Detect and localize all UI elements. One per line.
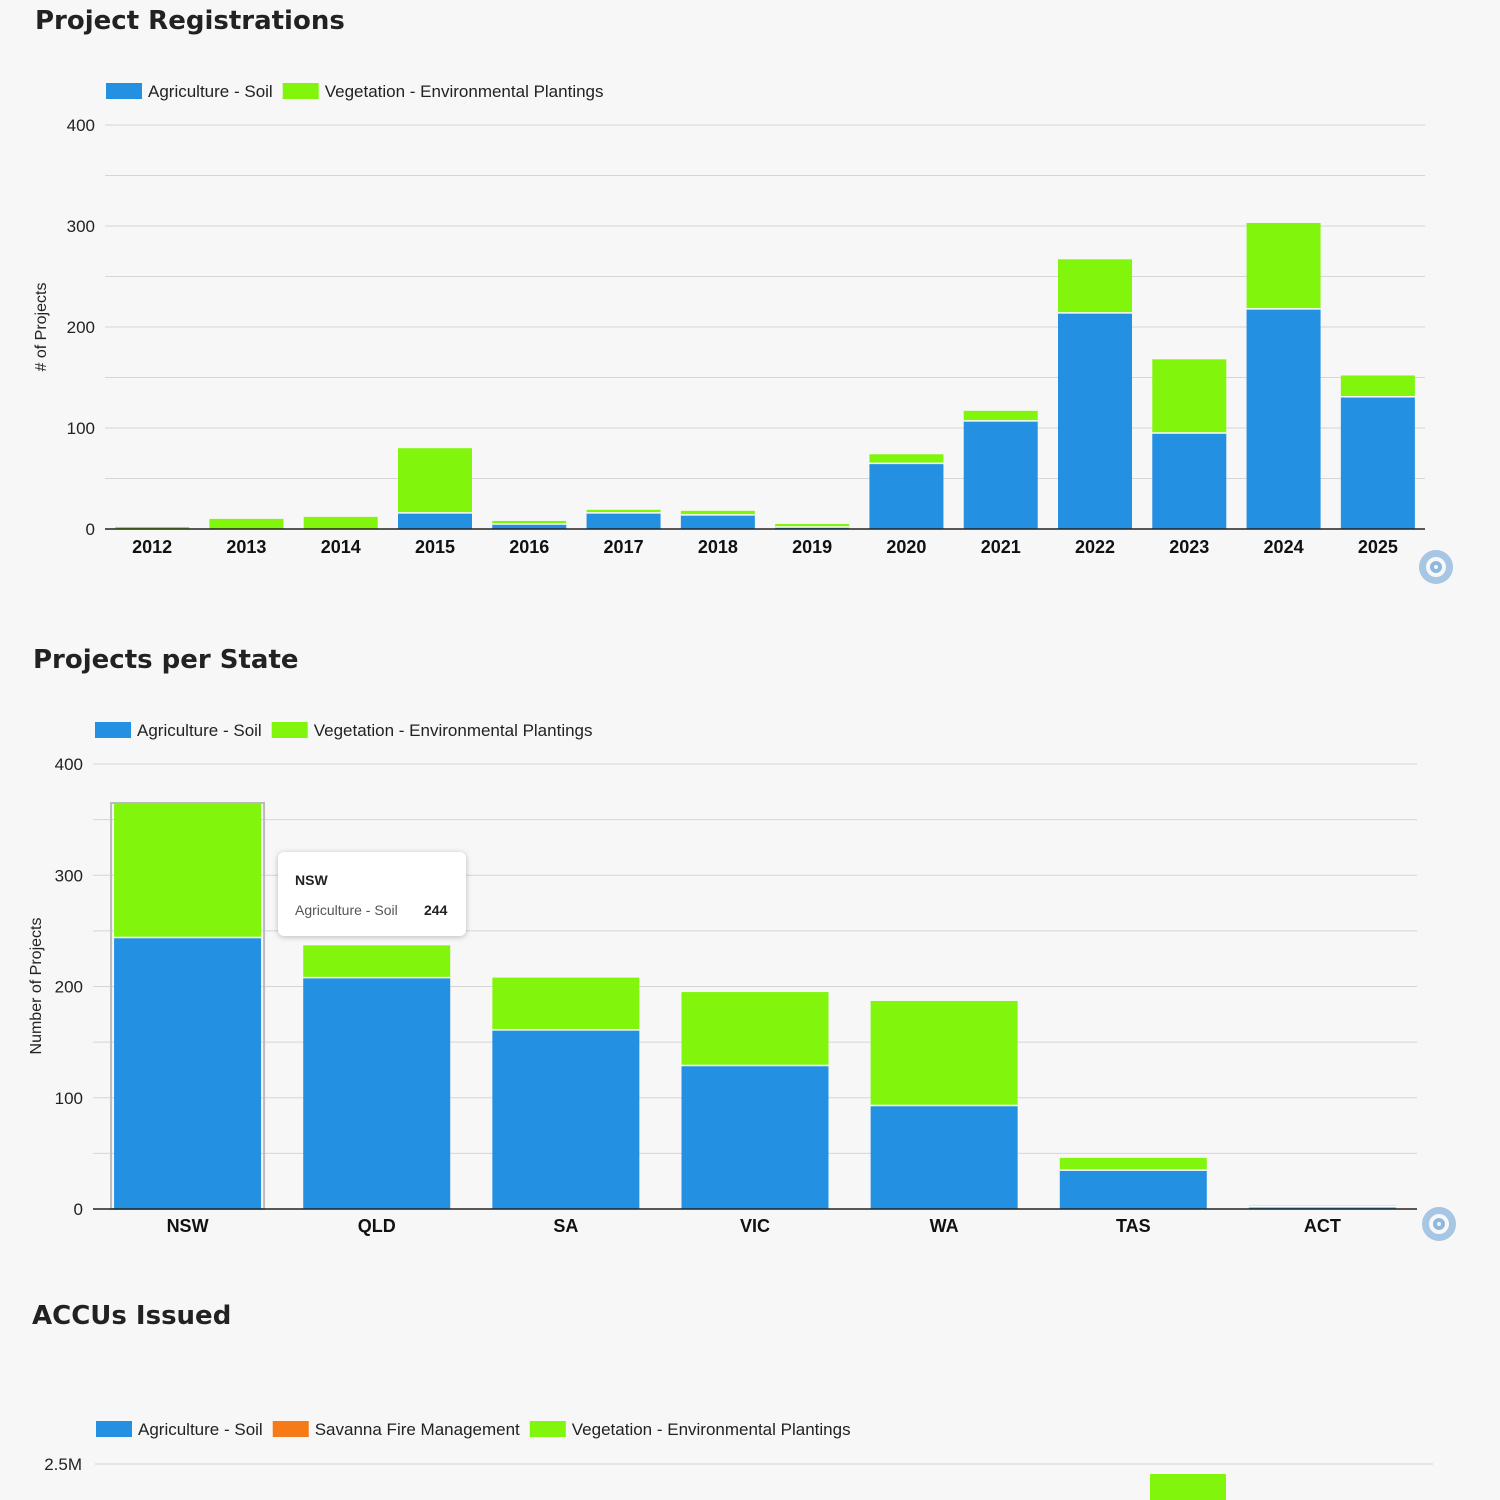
bar-tooltip: NSW Agriculture - Soil 244 [278, 852, 466, 936]
x-tick-label: 2017 [604, 537, 644, 557]
legend-swatch-agriculture-soil [95, 722, 131, 738]
bar-segment-agriculture-soil-2021 [963, 420, 1038, 529]
bar-segment-agriculture-soil-act [1248, 1206, 1396, 1209]
bar-segment-vegetation-environmental-plantings-vic [681, 992, 829, 1066]
y-tick-label: 0 [86, 520, 95, 539]
y-tick-label: 400 [67, 116, 95, 135]
x-tick-label: 2015 [415, 537, 455, 557]
x-tick-label: 2019 [792, 537, 832, 557]
bar-segment-vegetation-environmental-plantings-2012 [115, 526, 190, 529]
x-tick-label: 2024 [1264, 537, 1304, 557]
bar-segment-vegetation-environmental-plantings-2016 [492, 520, 567, 524]
bar-segment-vegetation-environmental-plantings-2014 [303, 516, 378, 529]
bar-segment-vegetation-environmental-plantings-2024 [1246, 222, 1321, 309]
bar-segment-agriculture-soil-2019 [775, 526, 850, 529]
bar-segment-agriculture-soil-2022 [1058, 312, 1132, 529]
bar-segment-agriculture-soil-2025 [1340, 396, 1415, 529]
legend-label-vegetation-environmental-plantings: Vegetation - Environmental Plantings [314, 721, 593, 740]
x-tick-label: 2013 [226, 537, 266, 557]
tooltip-value: 244 [424, 902, 448, 918]
x-tick-label: QLD [358, 1216, 396, 1236]
legend-label-vegetation-environmental-plantings: Vegetation - Environmental Plantings [325, 82, 604, 101]
y-tick-label: 200 [55, 978, 83, 997]
x-tick-label: 2022 [1075, 537, 1115, 557]
bar-segment-vegetation-environmental-plantings-2021 [963, 410, 1038, 421]
project-registrations-chart: Agriculture - Soil Vegetation - Environme… [33, 82, 1425, 557]
x-tick-label: 2018 [698, 537, 738, 557]
x-tick-label: NSW [167, 1216, 209, 1236]
x-tick-label: 2014 [321, 537, 361, 557]
bar-segment-vegetation-environmental-plantings-wa [870, 1000, 1018, 1106]
legend-label-savanna-fire-management: Savanna Fire Management [315, 1420, 520, 1439]
x-tick-label: TAS [1116, 1216, 1151, 1236]
x-tick-label: SA [553, 1216, 578, 1236]
bar-segment-vegetation-environmental-plantings-2018 [680, 510, 755, 515]
x-tick-label: ACT [1304, 1216, 1341, 1236]
x-tick-label: 2023 [1169, 537, 1209, 557]
y-axis-label: Number of Projects [28, 918, 45, 1055]
bar-segment-vegetation-environmental-plantings-tas [1059, 1157, 1207, 1171]
bar-segment-agriculture-soil-2023 [1152, 433, 1227, 529]
bar-segment-vegetation-environmental-plantings-qld [303, 945, 451, 978]
bar-segment-vegetation-environmental-plantings-sa [492, 977, 640, 1030]
legend-label-agriculture-soil: Agriculture - Soil [138, 1420, 263, 1439]
x-tick-label: 2021 [981, 537, 1021, 557]
x-tick-label: 2016 [509, 537, 549, 557]
tooltip-series-label: Agriculture - Soil [295, 902, 398, 918]
y-tick-label: 100 [67, 419, 95, 438]
legend-swatch-agriculture-soil [96, 1421, 132, 1437]
accus-issued-title: ACCUs Issued [32, 1301, 232, 1331]
bar-segment-agriculture-soil-vic [681, 1065, 829, 1209]
y-tick-label: 400 [55, 755, 83, 774]
bar-segment-agriculture-soil-2016 [492, 523, 567, 529]
bar-segment-vegetation-environmental-plantings-2023 [1152, 359, 1227, 434]
legend-swatch-vegetation-environmental-plantings [271, 722, 308, 738]
bar-segment-agriculture-soil-2018 [680, 514, 755, 529]
bar-segment-agriculture-soil-wa [870, 1105, 1018, 1209]
bar-segment-vegetation-environmental-plantings-nsw [114, 802, 262, 938]
y-tick-label: 300 [67, 217, 95, 236]
legend-label-agriculture-soil: Agriculture - Soil [148, 82, 273, 101]
x-tick-label: WA [930, 1216, 959, 1236]
x-tick-label: 2020 [886, 537, 926, 557]
looker-logo-icon [1419, 550, 1453, 584]
bar-segment-agriculture-soil-nsw [114, 937, 262, 1209]
legend-swatch-agriculture-soil [106, 83, 142, 99]
bar-segment-agriculture-soil-qld [303, 977, 451, 1209]
bar-segment-agriculture-soil-2015 [398, 512, 472, 529]
y-tick-label: 100 [55, 1089, 83, 1108]
bar-segment-agriculture-soil-tas [1059, 1170, 1207, 1209]
legend-label-agriculture-soil: Agriculture - Soil [137, 721, 262, 740]
legend-swatch-savanna-fire-management [272, 1421, 309, 1437]
y-axis-label: # of Projects [33, 283, 50, 372]
bar-segment-agriculture-soil-2017 [586, 512, 661, 529]
bar-segment-vegetation-environmental-plantings [1150, 1474, 1226, 1500]
y-tick-label: 200 [67, 318, 95, 337]
bar-segment-vegetation-environmental-plantings-2017 [586, 509, 661, 513]
bar-segment-vegetation-environmental-plantings-2022 [1058, 259, 1132, 313]
bar-segment-vegetation-environmental-plantings-2013 [209, 518, 284, 529]
tooltip-title: NSW [295, 872, 328, 888]
x-tick-label: VIC [740, 1216, 770, 1236]
bar-segment-vegetation-environmental-plantings-2020 [869, 454, 944, 464]
x-tick-label: 2025 [1358, 537, 1398, 557]
legend-swatch-vegetation-environmental-plantings [282, 83, 319, 99]
legend-label-vegetation-environmental-plantings: Vegetation - Environmental Plantings [572, 1420, 851, 1439]
bar-segment-agriculture-soil-2020 [869, 463, 944, 529]
looker-logo-icon [1422, 1207, 1456, 1241]
y-tick-label: 300 [55, 866, 83, 885]
bar-segment-vegetation-environmental-plantings-2015 [398, 448, 472, 513]
bar-segment-vegetation-environmental-plantings-2019 [775, 523, 850, 527]
bar-segment-agriculture-soil-sa [492, 1029, 640, 1209]
projects-per-state-title: Projects per State [33, 645, 299, 675]
y-tick-label: 0 [74, 1200, 83, 1219]
bar-segment-vegetation-environmental-plantings-2025 [1340, 375, 1415, 397]
legend-swatch-vegetation-environmental-plantings [529, 1421, 566, 1437]
x-tick-label: 2012 [132, 537, 172, 557]
y-tick-label: 2.5M [44, 1455, 82, 1474]
project-registrations-title: Project Registrations [35, 6, 345, 36]
bar-segment-agriculture-soil-2024 [1246, 308, 1321, 529]
projects-per-state-chart: Agriculture - Soil Vegetation - Environme… [28, 721, 1417, 1236]
